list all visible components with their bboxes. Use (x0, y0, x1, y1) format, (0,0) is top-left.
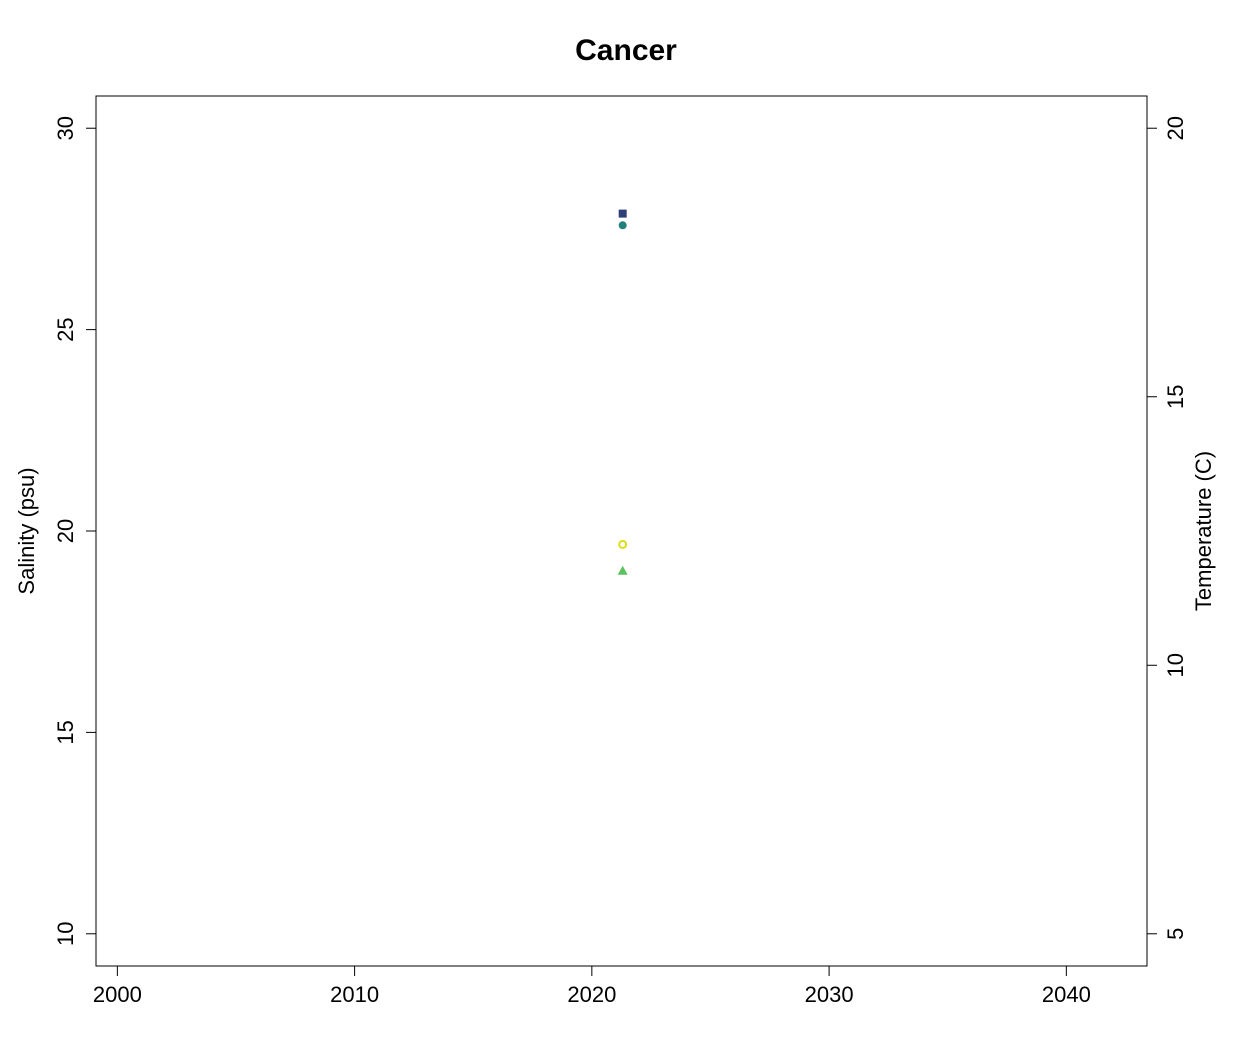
x-tick-label: 2000 (93, 982, 142, 1007)
y-tick-label-right: 15 (1163, 384, 1188, 408)
y-tick-label-right: 5 (1163, 928, 1188, 940)
y-tick-label-left: 20 (53, 519, 78, 543)
x-axis: 2000 2010 2020 2030 2040 (93, 965, 1091, 1007)
data-point-square (618, 209, 627, 218)
y-tick-label-left: 30 (53, 116, 78, 140)
data-point-open-circle (618, 539, 628, 549)
x-tick-label: 2030 (805, 982, 854, 1007)
y-tick-label-left: 10 (53, 922, 78, 946)
y-axis-left: 10 15 20 25 30 (53, 116, 97, 946)
y-axis-label-right: Temperature (C) (1191, 451, 1216, 611)
y-axis-right: 5 10 15 20 (1146, 116, 1188, 940)
data-point-triangle (617, 565, 628, 575)
y-axis-label-left: Salinity (psu) (14, 467, 39, 594)
x-tick-label: 2020 (567, 982, 616, 1007)
data-point-circle (618, 221, 627, 230)
chart-title: Cancer (575, 34, 677, 67)
x-tick-label: 2010 (330, 982, 379, 1007)
y-tick-label-left: 25 (53, 317, 78, 341)
y-tick-label-right: 10 (1163, 653, 1188, 677)
y-tick-label-left: 15 (53, 720, 78, 744)
data-points (617, 209, 628, 575)
y-tick-label-right: 20 (1163, 116, 1188, 140)
x-tick-label: 2040 (1042, 982, 1091, 1007)
